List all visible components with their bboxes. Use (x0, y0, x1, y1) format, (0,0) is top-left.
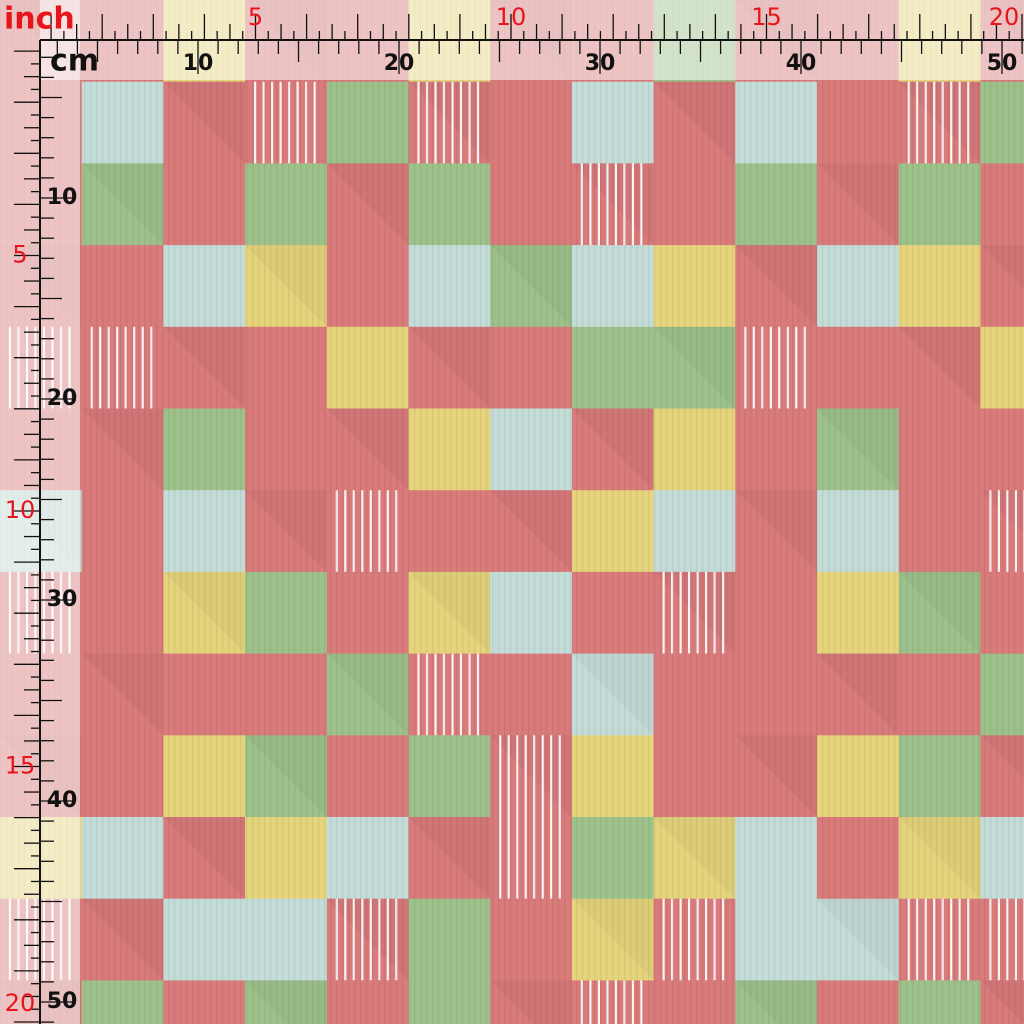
top-inch-label: 15 (751, 3, 782, 31)
left-cm-label: 30 (47, 587, 78, 612)
top-cm-label: 30 (585, 51, 616, 76)
top-cm-label: 50 (987, 51, 1018, 76)
left-inch-label: 20 (5, 989, 36, 1017)
top-cm-label: 20 (384, 51, 415, 76)
left-inch-label: 5 (12, 241, 27, 269)
ruler-labels: 5 10 15 20 10 20 30 40 50 5 10 15 20 10 20 30 40 50 (5, 3, 1020, 1017)
top-inch-label: 10 (496, 3, 527, 31)
left-cm-label: 20 (47, 386, 78, 411)
top-cm-label: 40 (786, 51, 817, 76)
left-cm-label: 40 (47, 788, 78, 813)
top-cm-label: 10 (183, 51, 214, 76)
top-inch-label: 5 (248, 3, 263, 31)
ruler-ticks (14, 14, 1023, 1023)
cm-unit: cm (50, 44, 99, 79)
top-inch-label: 20 (989, 3, 1020, 31)
inch-unit: inch (4, 2, 75, 37)
left-cm-label: 10 (47, 185, 78, 210)
left-inch-label: 15 (5, 752, 36, 780)
left-inch-label: 10 (5, 496, 36, 524)
left-cm-label: 50 (47, 989, 78, 1014)
